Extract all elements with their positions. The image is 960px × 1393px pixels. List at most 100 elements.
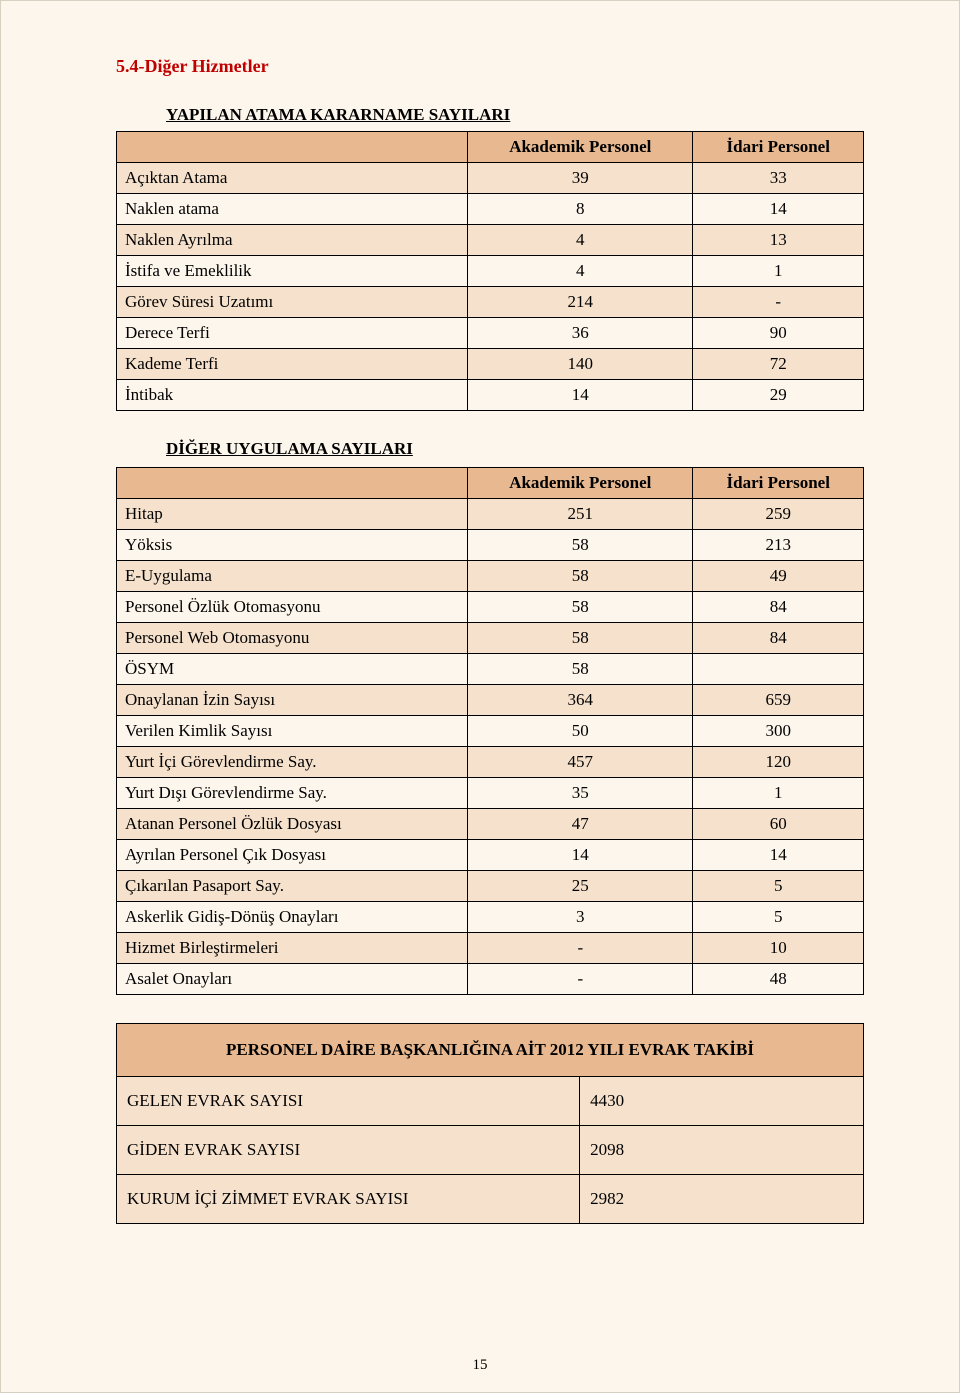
table-row: Derece Terfi3690 — [117, 318, 864, 349]
row-akademik: 58 — [468, 592, 693, 623]
row-label: Naklen atama — [117, 194, 468, 225]
row-akademik: 58 — [468, 561, 693, 592]
row-label: Verilen Kimlik Sayısı — [117, 716, 468, 747]
table-row: Yurt Dışı Görevlendirme Say.351 — [117, 778, 864, 809]
row-idari — [693, 654, 864, 685]
row-label: Ayrılan Personel Çık Dosyası — [117, 840, 468, 871]
row-akademik: 14 — [468, 380, 693, 411]
table-row: Kademe Terfi14072 — [117, 349, 864, 380]
table-row: GELEN EVRAK SAYISI4430 — [117, 1077, 864, 1126]
row-akademik: 39 — [468, 163, 693, 194]
row-idari: 14 — [693, 840, 864, 871]
row-akademik: 8 — [468, 194, 693, 225]
row-label: GELEN EVRAK SAYISI — [117, 1077, 580, 1126]
table-row: Asalet Onayları-48 — [117, 964, 864, 995]
row-idari: 13 — [693, 225, 864, 256]
row-akademik: 3 — [468, 902, 693, 933]
table-row: KURUM İÇİ ZİMMET EVRAK SAYISI2982 — [117, 1175, 864, 1224]
row-idari: 60 — [693, 809, 864, 840]
table-row: ÖSYM58 — [117, 654, 864, 685]
row-akademik: 47 — [468, 809, 693, 840]
table-diger-uygulama: Akademik Personel İdari Personel Hitap25… — [116, 467, 864, 995]
row-akademik: 36 — [468, 318, 693, 349]
table1-blank-header — [117, 132, 468, 163]
section-title: 5.4-Diğer Hizmetler — [116, 56, 864, 77]
table-row: Hitap251259 — [117, 499, 864, 530]
row-label: Hitap — [117, 499, 468, 530]
table-row: GİDEN EVRAK SAYISI2098 — [117, 1126, 864, 1175]
row-label: Görev Süresi Uzatımı — [117, 287, 468, 318]
table3-title: PERSONEL DAİRE BAŞKANLIĞINA AİT 2012 YIL… — [117, 1024, 864, 1077]
row-idari: 10 — [693, 933, 864, 964]
row-label: Yöksis — [117, 530, 468, 561]
row-akademik: 58 — [468, 623, 693, 654]
row-label: Onaylanan İzin Sayısı — [117, 685, 468, 716]
table-evrak-takibi: PERSONEL DAİRE BAŞKANLIĞINA AİT 2012 YIL… — [116, 1023, 864, 1224]
row-idari: - — [693, 287, 864, 318]
table-atama-kararname: Akademik Personel İdari Personel Açıktan… — [116, 131, 864, 411]
row-label: Naklen Ayrılma — [117, 225, 468, 256]
table1-title: YAPILAN ATAMA KARARNAME SAYILARI — [166, 105, 864, 125]
row-akademik: 58 — [468, 654, 693, 685]
row-label: Çıkarılan Pasaport Say. — [117, 871, 468, 902]
row-label: Yurt İçi Görevlendirme Say. — [117, 747, 468, 778]
table-row: Naklen Ayrılma413 — [117, 225, 864, 256]
row-idari: 14 — [693, 194, 864, 225]
row-label: Personel Web Otomasyonu — [117, 623, 468, 654]
row-label: GİDEN EVRAK SAYISI — [117, 1126, 580, 1175]
table-row: Açıktan Atama3933 — [117, 163, 864, 194]
row-idari: 84 — [693, 592, 864, 623]
table3-body: GELEN EVRAK SAYISI4430GİDEN EVRAK SAYISI… — [117, 1077, 864, 1224]
row-idari: 300 — [693, 716, 864, 747]
table-row: İstifa ve Emeklilik41 — [117, 256, 864, 287]
table-row: E-Uygulama5849 — [117, 561, 864, 592]
row-idari: 213 — [693, 530, 864, 561]
row-akademik: 214 — [468, 287, 693, 318]
table-row: Personel Web Otomasyonu5884 — [117, 623, 864, 654]
row-akademik: - — [468, 933, 693, 964]
row-akademik: 25 — [468, 871, 693, 902]
row-idari: 120 — [693, 747, 864, 778]
row-label: İntibak — [117, 380, 468, 411]
row-label: Atanan Personel Özlük Dosyası — [117, 809, 468, 840]
row-idari: 49 — [693, 561, 864, 592]
row-label: Açıktan Atama — [117, 163, 468, 194]
row-idari: 1 — [693, 256, 864, 287]
row-akademik: 14 — [468, 840, 693, 871]
table-row: Yurt İçi Görevlendirme Say.457120 — [117, 747, 864, 778]
row-idari: 259 — [693, 499, 864, 530]
row-akademik: 140 — [468, 349, 693, 380]
table-row: Ayrılan Personel Çık Dosyası1414 — [117, 840, 864, 871]
row-akademik: 35 — [468, 778, 693, 809]
row-idari: 90 — [693, 318, 864, 349]
table-row: Yöksis58213 — [117, 530, 864, 561]
row-idari: 29 — [693, 380, 864, 411]
table2-col-akademik: Akademik Personel — [468, 468, 693, 499]
row-idari: 1 — [693, 778, 864, 809]
table1-col-idari: İdari Personel — [693, 132, 864, 163]
row-label: E-Uygulama — [117, 561, 468, 592]
row-value: 4430 — [580, 1077, 864, 1126]
table-row: Onaylanan İzin Sayısı364659 — [117, 685, 864, 716]
row-akademik: 251 — [468, 499, 693, 530]
row-akademik: - — [468, 964, 693, 995]
table-row: İntibak1429 — [117, 380, 864, 411]
page-number: 15 — [1, 1357, 959, 1374]
row-label: Yurt Dışı Görevlendirme Say. — [117, 778, 468, 809]
row-idari: 5 — [693, 902, 864, 933]
row-value: 2098 — [580, 1126, 864, 1175]
row-label: İstifa ve Emeklilik — [117, 256, 468, 287]
table-row: Personel Özlük Otomasyonu5884 — [117, 592, 864, 623]
table1-col-akademik: Akademik Personel — [468, 132, 693, 163]
row-label: Personel Özlük Otomasyonu — [117, 592, 468, 623]
row-idari: 5 — [693, 871, 864, 902]
row-idari: 33 — [693, 163, 864, 194]
row-idari: 72 — [693, 349, 864, 380]
table-row: Askerlik Gidiş-Dönüş Onayları35 — [117, 902, 864, 933]
row-value: 2982 — [580, 1175, 864, 1224]
row-label: Derece Terfi — [117, 318, 468, 349]
table-row: Hizmet Birleştirmeleri-10 — [117, 933, 864, 964]
table-row: Çıkarılan Pasaport Say.255 — [117, 871, 864, 902]
table1-body: Açıktan Atama3933Naklen atama814Naklen A… — [117, 163, 864, 411]
table-row: Görev Süresi Uzatımı214- — [117, 287, 864, 318]
